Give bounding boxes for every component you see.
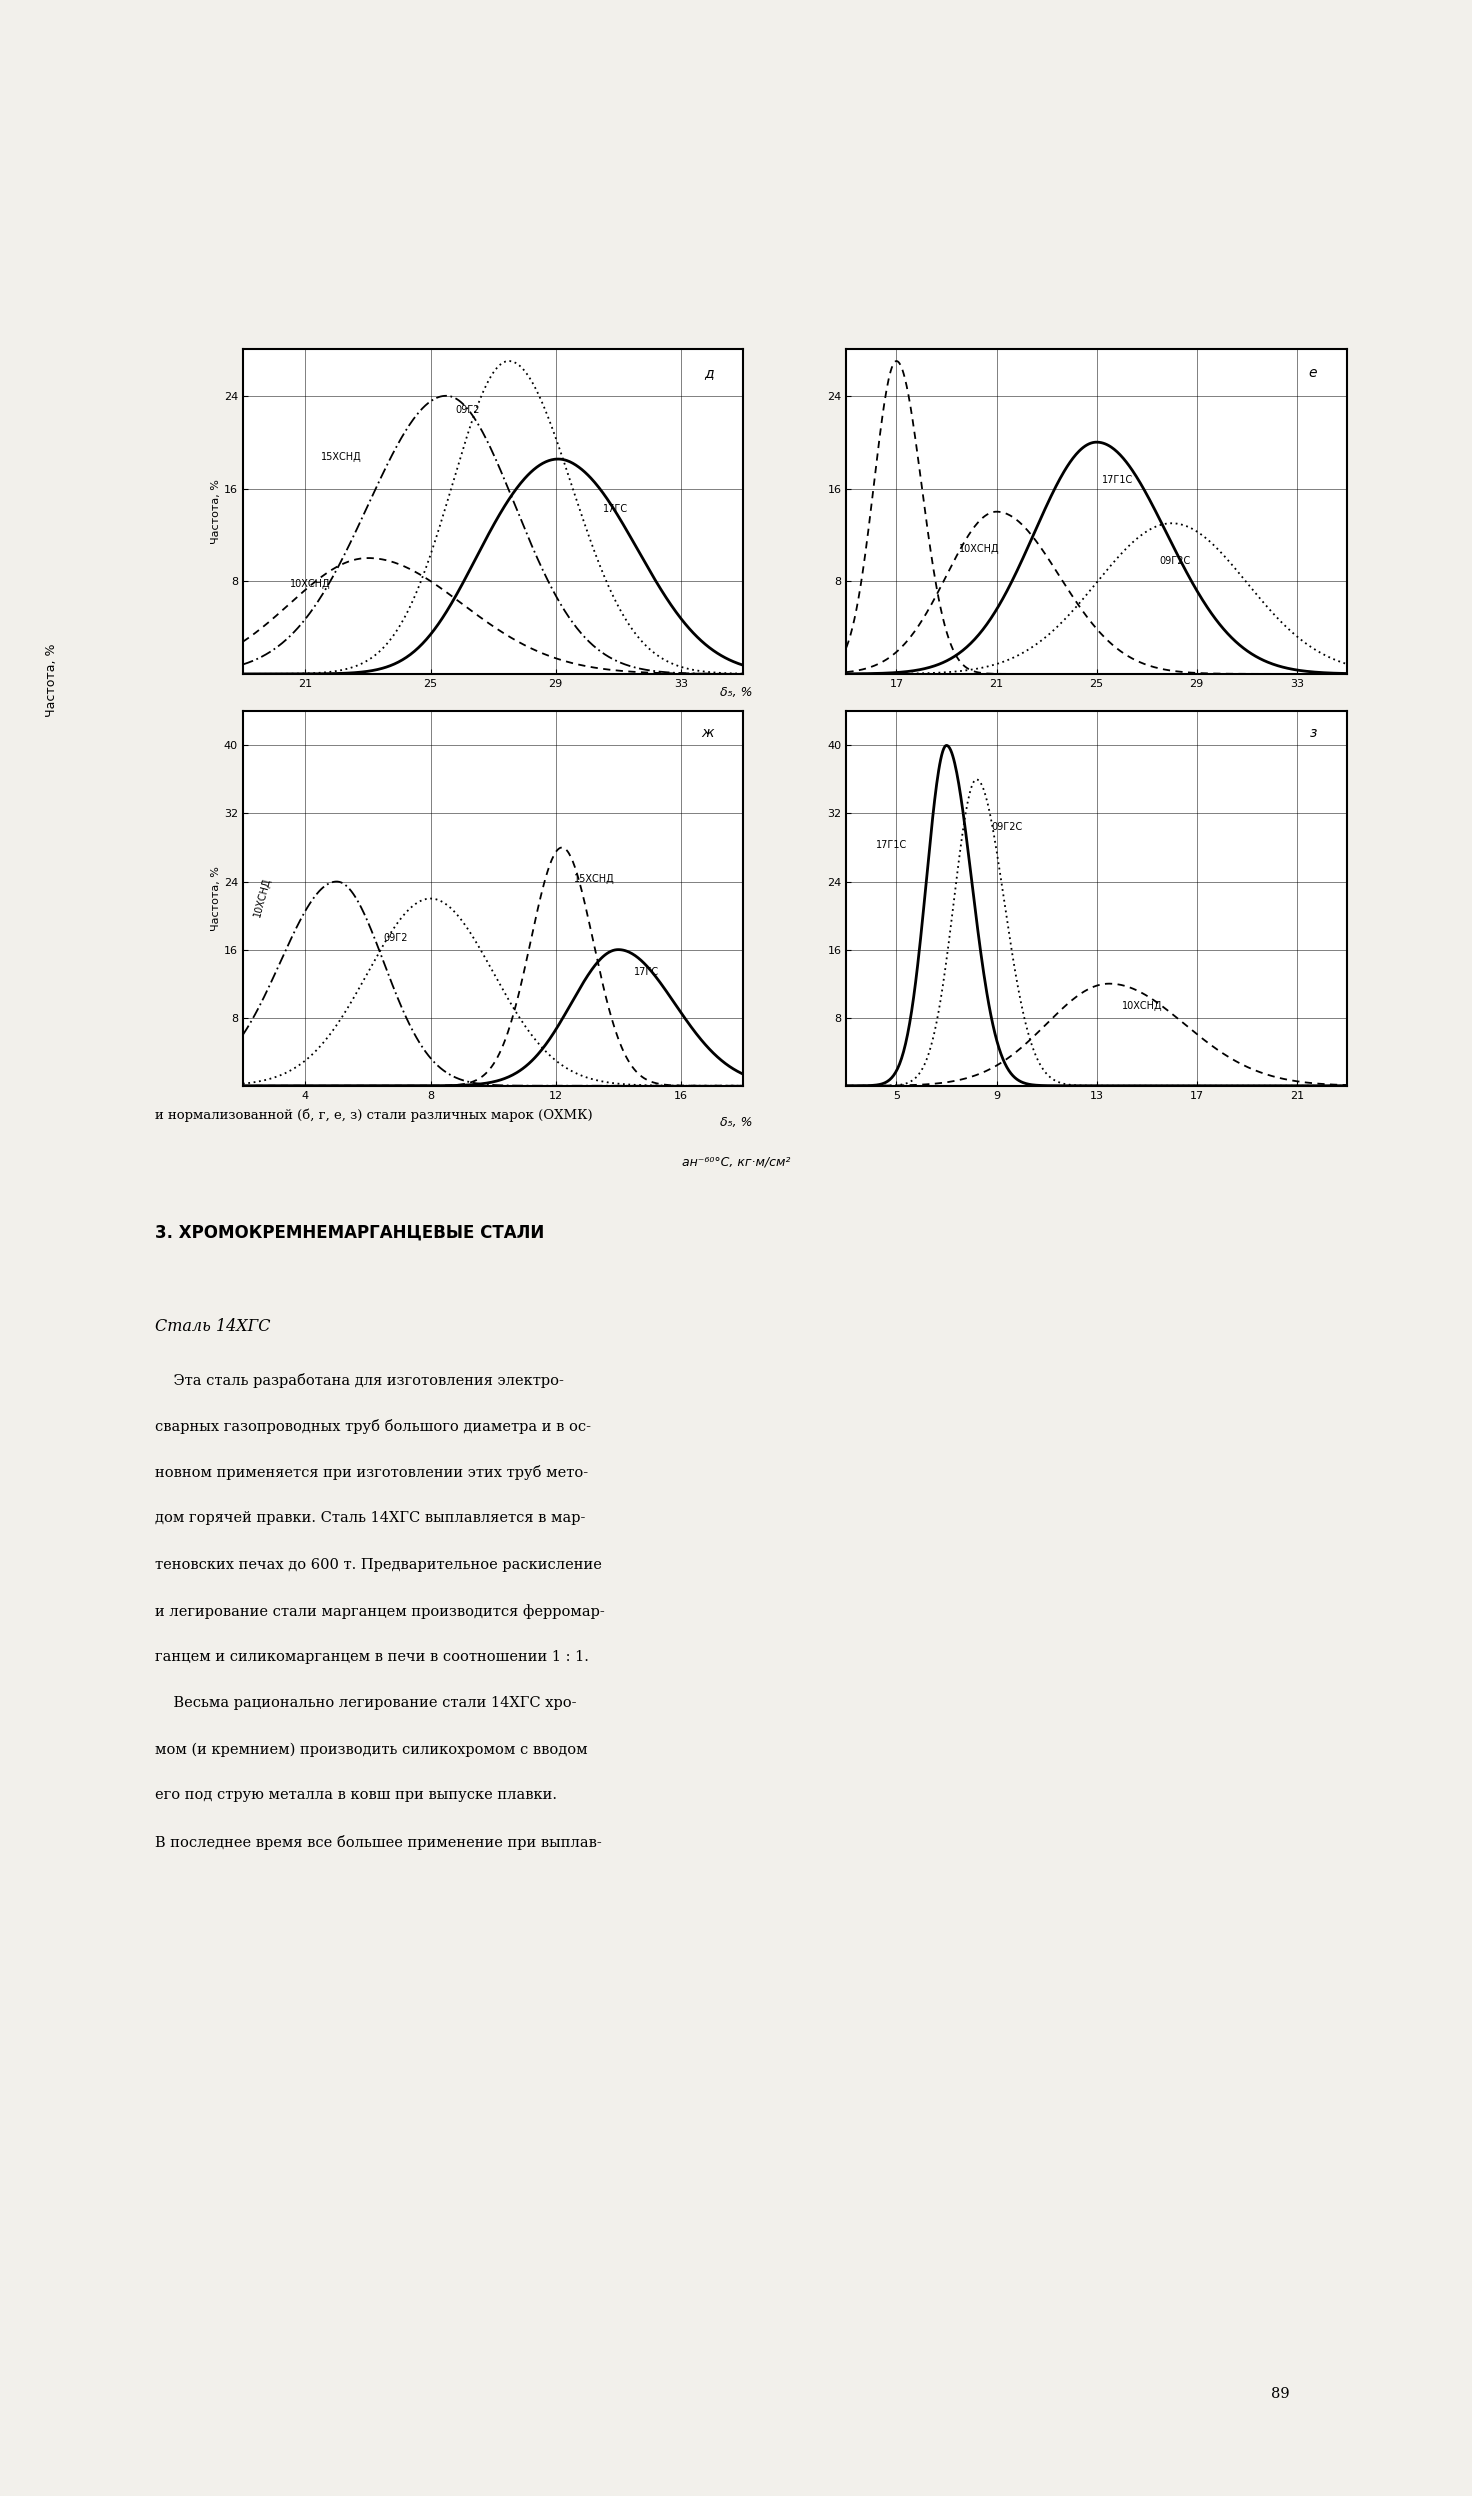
Text: з: з: [1310, 726, 1317, 741]
Text: 3. ХРОМОКРЕМНЕМАРГАНЦЕВЫЕ СТАЛИ: 3. ХРОМОКРЕМНЕМАРГАНЦЕВЫЕ СТАЛИ: [155, 1223, 543, 1241]
Text: 17Г1С: 17Г1С: [876, 839, 908, 849]
Text: его под струю металла в ковш при выпуске плавки.: его под струю металла в ковш при выпуске…: [155, 1787, 556, 1802]
Text: 09Г2: 09Г2: [455, 404, 480, 414]
Text: 89: 89: [1272, 2386, 1289, 2401]
Text: δ₅, %: δ₅, %: [720, 1116, 752, 1128]
Text: 10ХСНД: 10ХСНД: [1122, 1001, 1163, 1011]
Y-axis label: Частота, %: Частота, %: [210, 479, 221, 544]
Text: 09Г2С: 09Г2С: [992, 824, 1023, 834]
Text: Частота, %: Частота, %: [46, 644, 57, 716]
Text: мом (и кремнием) производить силикохромом с вводом: мом (и кремнием) производить силикохромо…: [155, 1742, 587, 1757]
Text: д: д: [704, 367, 714, 379]
Text: и легирование стали марганцем производится ферромар-: и легирование стали марганцем производит…: [155, 1605, 605, 1617]
Y-axis label: Частота, %: Частота, %: [210, 866, 221, 931]
Text: 09Г2С: 09Г2С: [1160, 557, 1191, 567]
Text: е: е: [1309, 367, 1317, 379]
Text: 10ХСНД: 10ХСНД: [960, 544, 999, 554]
Text: 15ХСНД: 15ХСНД: [321, 452, 362, 462]
Text: 17ГС: 17ГС: [602, 504, 627, 514]
Text: 10ХСНД: 10ХСНД: [252, 876, 272, 919]
Text: сварных газопроводных труб большого диаметра и в ос-: сварных газопроводных труб большого диам…: [155, 1418, 590, 1435]
Text: 17Г1С: 17Г1С: [1101, 474, 1133, 484]
Text: 10ХСНД: 10ХСНД: [290, 579, 330, 589]
Text: Весьма рационально легирование стали 14ХГС хро-: Весьма рационально легирование стали 14Х…: [155, 1697, 576, 1710]
Text: В последнее время все большее применение при выплав-: В последнее время все большее применение…: [155, 1835, 601, 1850]
Text: теновских печах до 600 т. Предварительное раскисление: теновских печах до 600 т. Предварительно…: [155, 1558, 602, 1572]
Text: 17ГС: 17ГС: [634, 966, 659, 976]
Text: 09Г2: 09Г2: [384, 934, 408, 943]
Text: 15ХСНД: 15ХСНД: [574, 874, 615, 884]
Text: aн⁻⁶⁰°С, кг·м/см²: aн⁻⁶⁰°С, кг·м/см²: [682, 1156, 790, 1168]
Text: δ₅, %: δ₅, %: [720, 686, 752, 699]
Text: Эта сталь разработана для изготовления электро-: Эта сталь разработана для изготовления э…: [155, 1373, 564, 1388]
Text: Сталь 14ХГС: Сталь 14ХГС: [155, 1318, 269, 1335]
Text: ж: ж: [701, 726, 714, 741]
Text: дом горячей правки. Сталь 14ХГС выплавляется в мар-: дом горячей правки. Сталь 14ХГС выплавля…: [155, 1510, 584, 1525]
Text: и нормализованной (б, г, е, з) стали различных марок (ОХМК): и нормализованной (б, г, е, з) стали раз…: [155, 1108, 592, 1121]
Text: ганцем и силикомарганцем в печи в соотношении 1 : 1.: ганцем и силикомарганцем в печи в соотно…: [155, 1650, 589, 1665]
Text: новном применяется при изготовлении этих труб мето-: новном применяется при изготовлении этих…: [155, 1465, 587, 1480]
